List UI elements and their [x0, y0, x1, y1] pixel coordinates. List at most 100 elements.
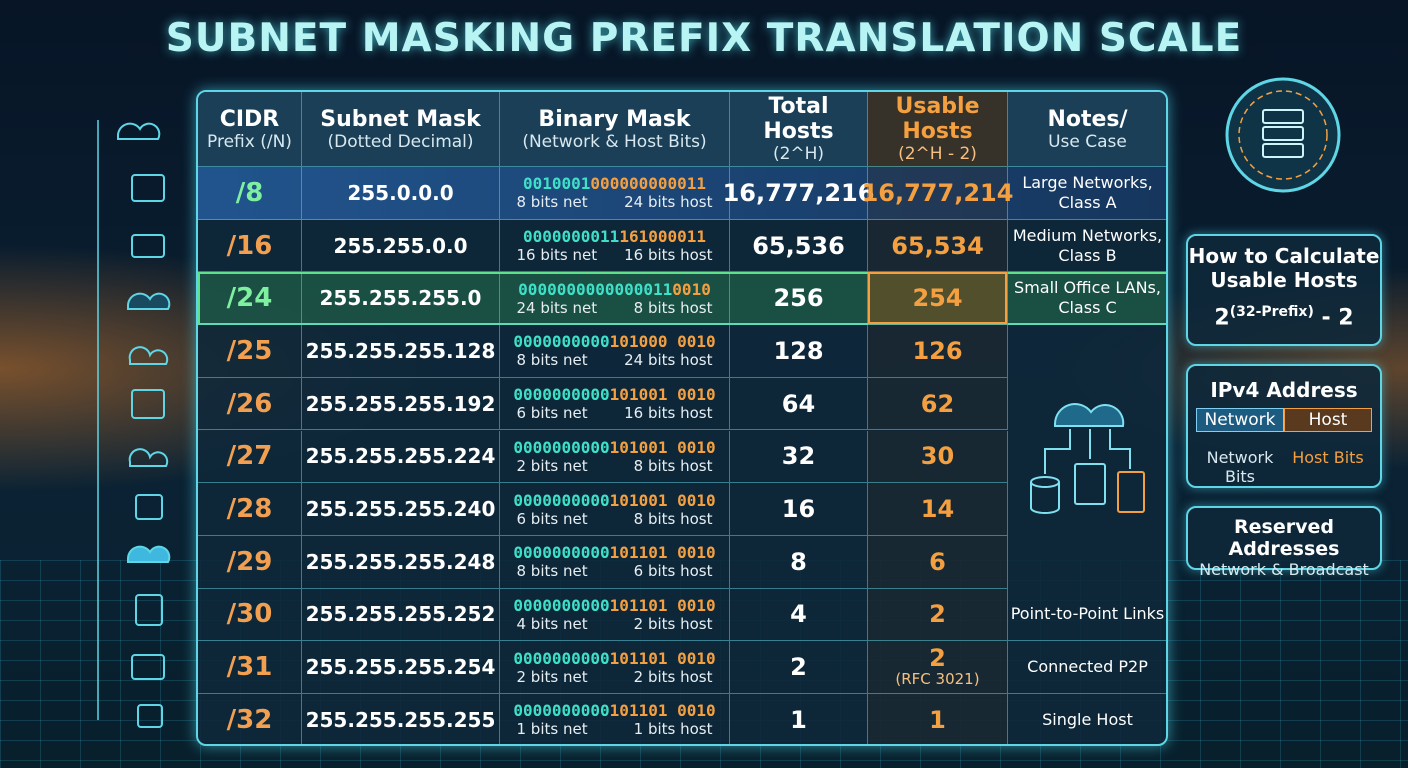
mask: 255.255.255.192	[305, 391, 496, 416]
total-cell: 8	[730, 535, 868, 589]
usable-cell: 126	[868, 325, 1008, 378]
note-line: Class B	[1058, 245, 1117, 265]
prefix: /32	[226, 704, 273, 735]
bit-labels: 16 bits net 16 bits host	[517, 246, 713, 264]
mask: 255.255.255.255	[305, 707, 496, 732]
network-bits: 0000000000	[513, 437, 610, 457]
formula-exponent: (32-Prefix)	[1229, 304, 1314, 320]
usable-hosts: 2	[929, 644, 946, 673]
bit-labels: 8 bits net 24 bits host	[517, 351, 713, 369]
network-bits: 0000000000000011	[518, 279, 673, 299]
net-label: 2 bits net	[516, 456, 588, 475]
usable-hosts: 1	[929, 705, 946, 734]
host-bits: 101101 0010	[609, 595, 716, 615]
prefix-cell: /8	[198, 167, 302, 220]
total-hosts: 16,777,216	[722, 178, 875, 207]
net-label: 8 bits net	[516, 351, 588, 370]
notes-cell: Medium Networks, Class B	[1008, 220, 1166, 273]
usable-note: (RFC 3021)	[895, 670, 980, 689]
formula-base: 2	[1214, 305, 1230, 331]
bit-labels: 8 bits net 24 bits host	[517, 193, 713, 211]
usable-cell: 16,777,214	[862, 167, 1013, 220]
table-row: /31 255.255.255.254 0000000000101101 0010 2…	[198, 641, 1166, 694]
mask: 255.0.0.0	[347, 180, 454, 205]
binary-bits: 0000000000101001 0010	[513, 385, 715, 404]
binary-bits: 0000000000101001 0010	[513, 491, 715, 510]
table-row: /26 255.255.255.192 0000000000101001 0010 6…	[198, 377, 1166, 431]
host-bits-label: Host Bits	[1292, 448, 1364, 467]
note-line: Single Host	[1042, 709, 1133, 729]
usable-cell: 1	[868, 694, 1008, 744]
host-bits: 101000 0010	[609, 332, 716, 352]
note-line: Small Office LANs,	[1014, 278, 1161, 298]
network-bits: 0000000011	[522, 227, 620, 247]
binary-bits: 0000000000101001 0010	[513, 438, 715, 457]
binary-bits: 0000000011161000011	[523, 227, 706, 246]
net-label: 8 bits net	[516, 193, 588, 212]
network-bits: 0000000000	[513, 701, 610, 721]
host-label: 2 bits host	[633, 667, 713, 686]
mask: 255.255.255.0	[319, 286, 482, 311]
usable-cell: 14	[868, 483, 1008, 536]
total-cell: 64	[730, 377, 868, 431]
total-hosts: 256	[773, 284, 824, 313]
total-cell: 256	[730, 272, 868, 326]
binary-bits: 0000000000101101 0010	[513, 649, 715, 668]
network-bits: 0000000000	[513, 332, 610, 352]
mask-cell: 255.255.255.252	[302, 588, 500, 642]
reserved-panel: Reserved Addresses Network & Broadcast	[1186, 506, 1382, 579]
left-icons	[97, 120, 171, 728]
usable-hosts: 254	[912, 284, 963, 313]
host-label: 24 bits host	[624, 193, 713, 212]
mask-cell: 255.255.255.192	[302, 377, 500, 431]
total-cell: 32	[730, 430, 868, 484]
mask-cell: 255.255.255.254	[302, 641, 500, 694]
usable-hosts: 16,777,214	[861, 178, 1014, 207]
network-bits-label: Network Bits	[1206, 448, 1274, 486]
prefix-cell: /32	[198, 694, 302, 744]
host-bits: 101001 0010	[609, 490, 716, 510]
binary-cell: 0010001000000000011 8 bits net 24 bits hos…	[500, 167, 730, 220]
notes-cell	[1008, 536, 1166, 589]
binary-bits: 0000000000101000 0010	[513, 332, 715, 351]
total-hosts: 8	[790, 547, 807, 576]
host-part: Host	[1284, 408, 1372, 432]
binary-bits: 0000000000101101 0010	[513, 543, 715, 562]
total-hosts: 1	[790, 705, 807, 734]
host-label: 16 bits host	[624, 404, 713, 423]
total-hosts: 2	[790, 653, 807, 682]
host-label: 24 bits host	[624, 351, 713, 370]
total-hosts: 128	[773, 336, 824, 365]
subnet-table: CIDR Prefix (/N) Subnet Mask (Dotted Decima…	[196, 90, 1168, 746]
binary-cell: 0000000000101001 0010 6 bits net 8 bits ho…	[500, 483, 730, 536]
page-title: SUBNET MASKING PREFIX TRANSLATION SCALE	[165, 16, 1243, 61]
usable-cell: 62	[868, 377, 1008, 431]
binary-cell: 0000000000101001 0010 6 bits net 16 bits h…	[500, 377, 730, 431]
host-bits: 0010	[672, 279, 711, 299]
network-bits: 0010001	[522, 174, 591, 194]
usable-cell: 2 (RFC 3021)	[868, 641, 1008, 694]
mask: 255.255.255.252	[305, 602, 496, 627]
header-cell: Usable Hosts (2^H - 2)	[868, 92, 1008, 167]
host-label: 6 bits host	[633, 562, 713, 581]
prefix-cell: /29	[198, 535, 302, 589]
prefix-cell: /16	[198, 219, 302, 273]
usable-cell: 254	[868, 272, 1008, 326]
header-subtitle: (2^H)	[772, 144, 825, 164]
prefix: /28	[226, 494, 273, 525]
network-bits: 0000000000	[513, 490, 610, 510]
mask-cell: 255.255.255.0	[302, 272, 500, 326]
calc-title-line: Usable Hosts	[1210, 268, 1358, 292]
prefix: /27	[226, 441, 273, 472]
notes-cell	[1008, 325, 1166, 378]
table-row: /16 255.255.0.0 0000000011161000011 16 bits…	[198, 219, 1166, 273]
table-row: /27 255.255.255.224 0000000000101001 0010 2…	[198, 430, 1166, 484]
network-bits: 0000000000	[513, 385, 610, 405]
total-hosts: 4	[790, 600, 807, 629]
bit-labels: 2 bits net 2 bits host	[517, 668, 713, 686]
host-bits: 101101 0010	[609, 543, 716, 563]
mask: 255.255.255.240	[305, 497, 496, 522]
prefix: /24	[226, 283, 273, 314]
mask: 255.255.0.0	[333, 233, 468, 258]
